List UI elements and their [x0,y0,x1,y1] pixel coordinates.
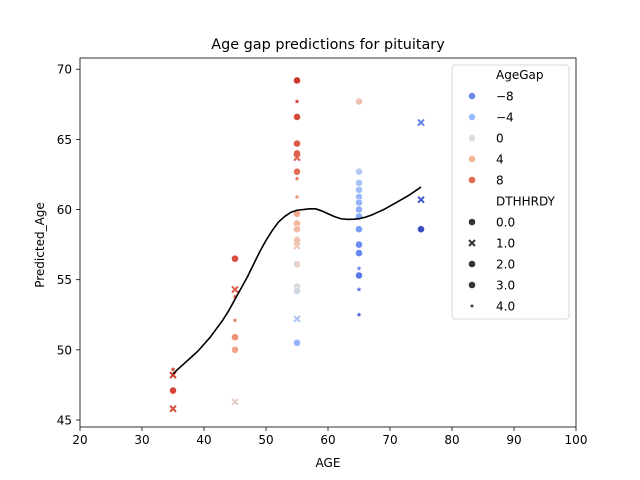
x-tick-label: 30 [134,433,149,447]
data-point [231,254,239,263]
legend-style-label: 1.0 [496,237,515,251]
data-point [294,194,300,199]
legend-hue-label: −4 [496,111,514,125]
data-point [293,139,301,148]
legend-style-label: 3.0 [496,279,515,293]
data-point [355,198,363,207]
x-tick-label: 60 [320,433,335,447]
data-point [293,76,301,85]
x-tick-label: 70 [382,433,397,447]
x-tick-label: 20 [72,433,87,447]
data-point [355,271,363,280]
y-tick-label: 45 [57,413,72,427]
data-point [356,286,362,292]
legend: AgeGap −8 −4 0 4 8 DTHHRDY 0.0 1.0 2.0 3.0 4.0 [451,64,570,320]
legend-hue-swatch [468,113,476,121]
chart-title: Age gap predictions for pituitary [211,37,445,53]
legend-style-title: DTHHRDY [496,195,556,209]
data-point [293,315,301,323]
data-point [293,167,301,176]
data-point [355,225,363,234]
data-point [293,242,301,250]
legend-box [451,64,570,320]
legend-style-label: 0.0 [496,216,515,230]
data-point [355,185,363,194]
y-tick-label: 65 [57,133,72,147]
data-point [293,236,301,245]
data-point [356,312,362,317]
legend-hue-title: AgeGap [496,68,543,82]
data-point [355,249,363,257]
data-point [231,398,239,406]
x-tick-label: 100 [565,433,588,447]
legend-hue-label: −8 [496,90,514,104]
x-tick-label: 40 [196,433,211,447]
legend-hue-label: 4 [496,153,504,167]
legend-style-label: 4.0 [496,300,515,314]
data-point [232,317,238,323]
legend-style-marker [468,218,476,226]
x-axis-label: AGE [316,456,341,470]
x-tick-label: 90 [506,433,521,447]
data-point [231,333,239,342]
data-point [355,240,363,249]
data-point [356,265,362,271]
plot-frame [79,57,577,428]
trend-line [172,186,422,375]
x-tick-label: 50 [258,433,273,447]
data-point [355,205,363,214]
data-point [293,225,301,234]
y-tick-label: 70 [57,63,72,77]
data-point [293,260,301,269]
data-point [169,405,177,413]
legend-hue-swatch [468,134,476,142]
legend-hue-label: 0 [496,132,504,146]
legend-hue-swatch [468,176,476,184]
data-point [355,167,363,176]
data-point [417,195,425,204]
y-tick-label: 60 [57,203,72,217]
data-point [170,366,176,372]
y-axis-label: Predicted_Age [33,202,47,288]
data-point [293,113,301,121]
data-point [293,153,301,162]
data-point [355,97,363,106]
data-point [294,98,300,104]
trend-curve [172,186,422,375]
legend-style-marker [468,281,476,289]
data-point [417,118,425,127]
legend-style-label: 2.0 [496,258,515,272]
data-point [355,178,363,187]
data-point [417,225,425,234]
data-point [231,345,239,354]
data-point [169,386,177,395]
data-point [169,371,177,379]
y-tick-label: 55 [57,273,72,287]
x-tick-label: 80 [444,433,459,447]
legend-hue-swatch [468,155,476,163]
legend-hue-label: 8 [496,174,504,188]
legend-style-marker [469,303,475,308]
legend-hue-swatch [468,92,476,100]
data-point [293,338,301,347]
legend-style-marker [468,260,476,268]
data-point [293,287,301,295]
legend-style-marker [468,239,476,247]
data-points [169,76,425,413]
y-tick-label: 50 [57,343,72,357]
data-point [294,176,300,181]
data-point [231,285,239,294]
